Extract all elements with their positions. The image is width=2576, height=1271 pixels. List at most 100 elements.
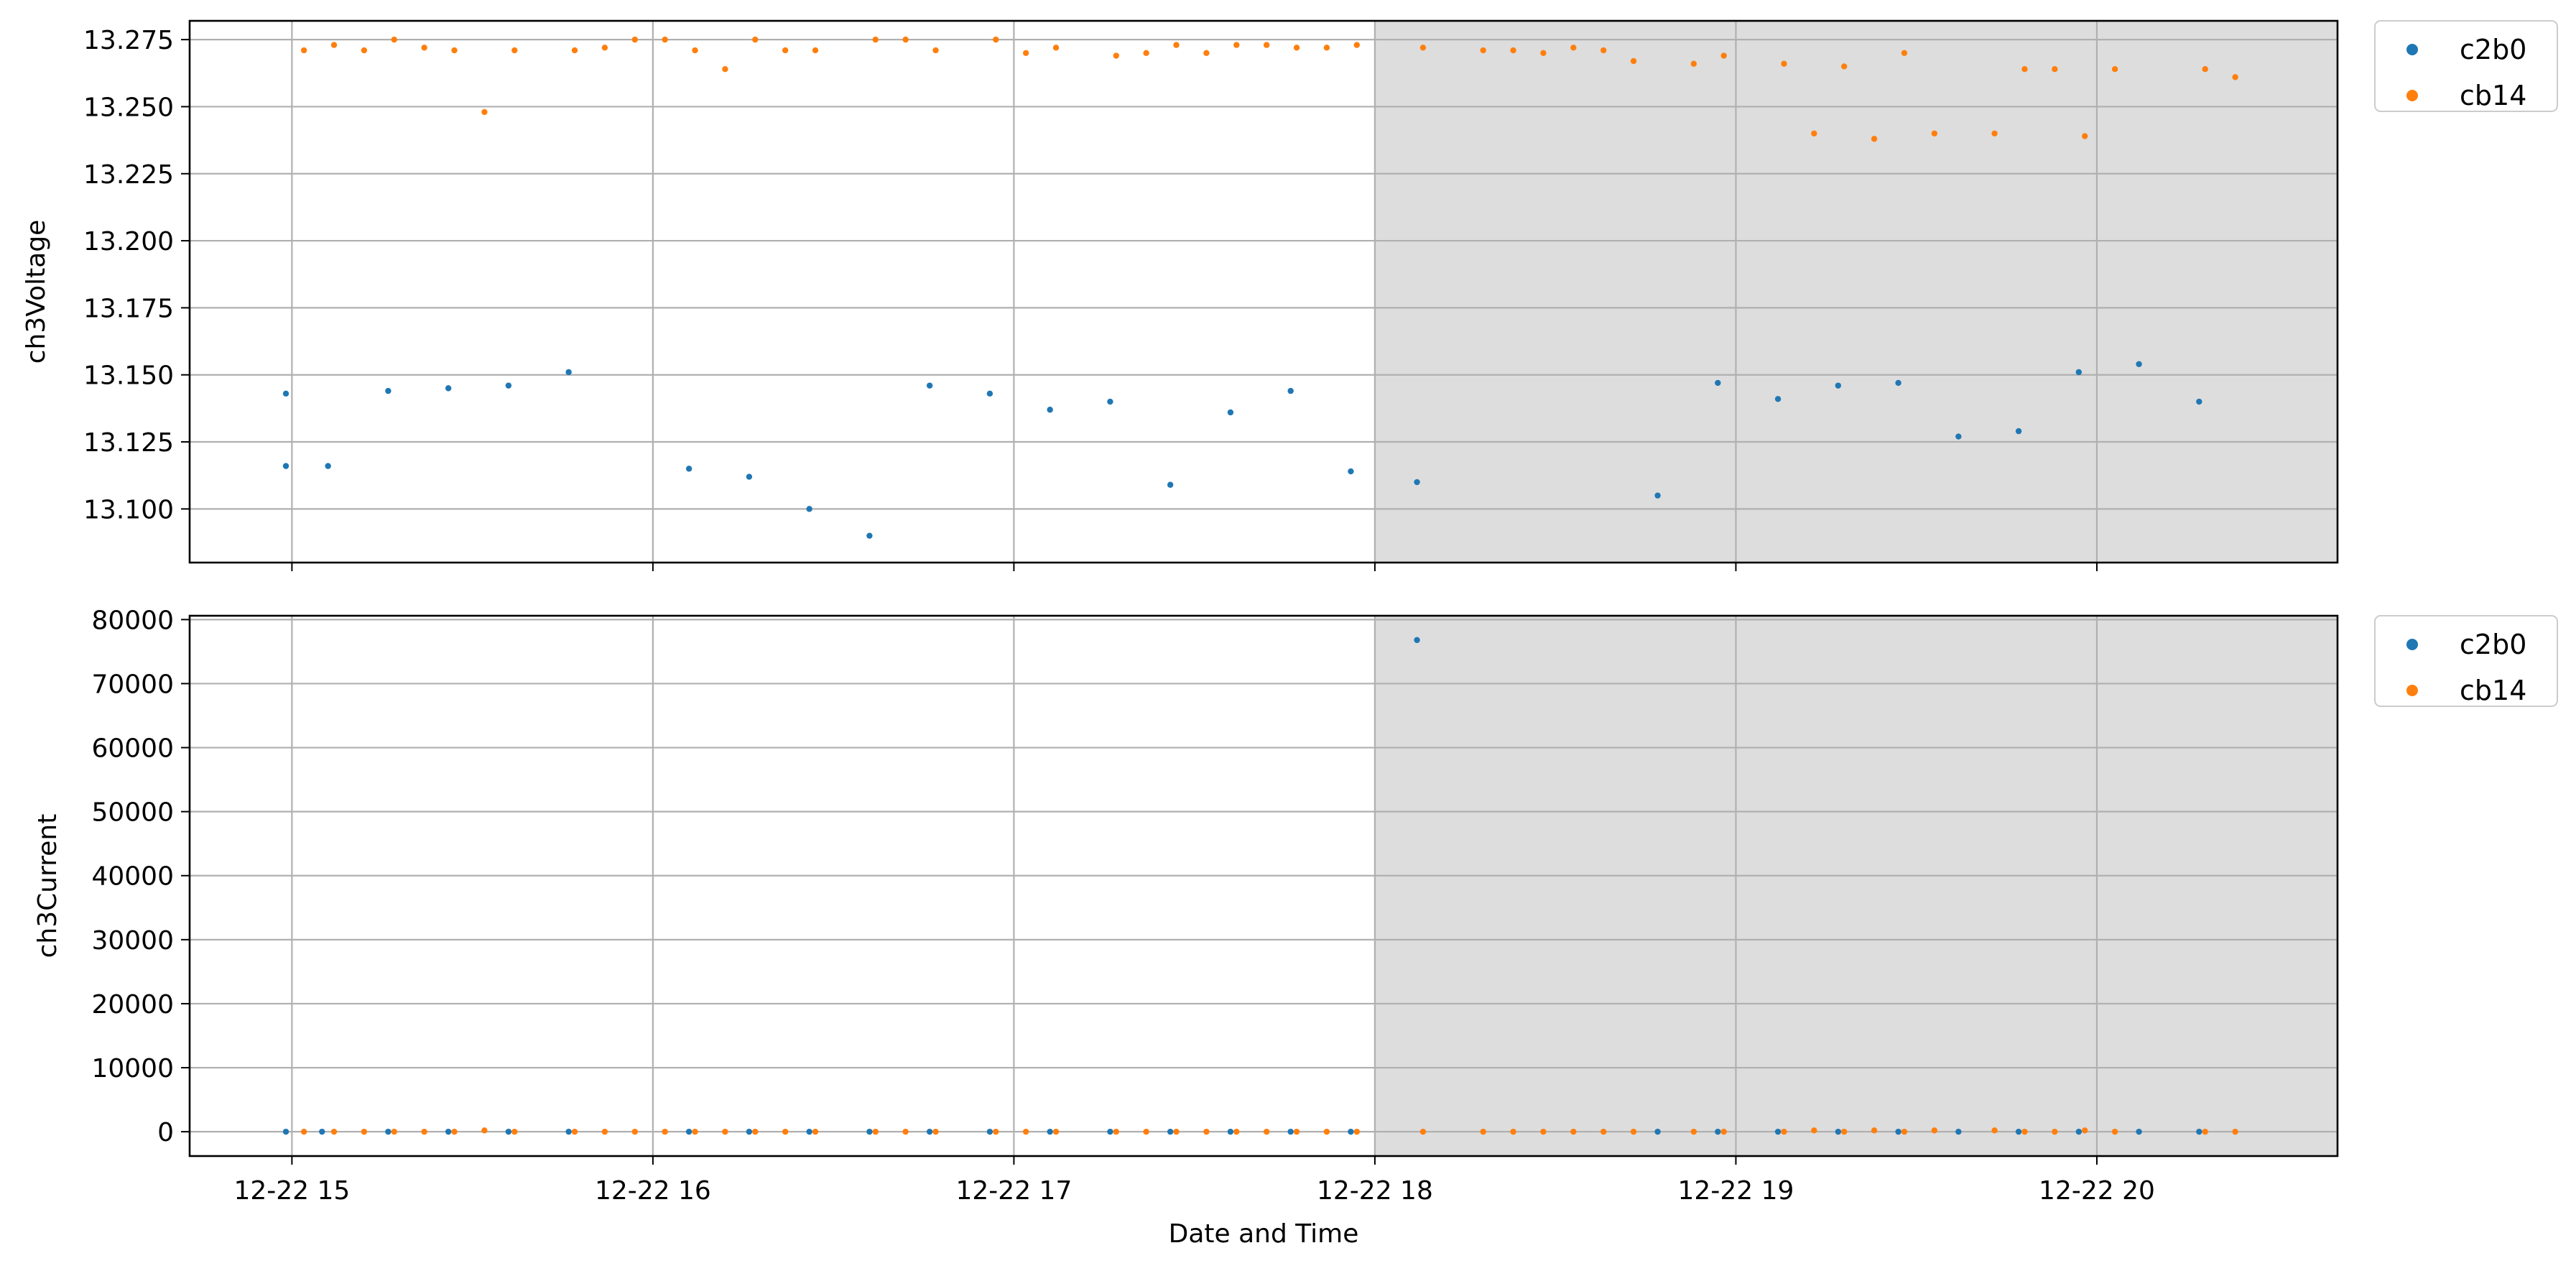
data-point-cb14 (1113, 52, 1120, 59)
data-point-cb14 (1540, 1128, 1547, 1135)
data-point-cb14 (1480, 47, 1486, 54)
data-point-cb14 (1143, 50, 1149, 56)
y-tick-label: 70000 (91, 670, 174, 699)
data-point-cb14 (300, 1128, 307, 1135)
data-point-cb14 (782, 47, 789, 54)
data-point-cb14 (421, 45, 427, 51)
y-axis-label: ch3Voltage (22, 220, 51, 364)
data-point-c2b0 (1227, 1128, 1234, 1135)
data-point-c2b0 (806, 1128, 812, 1135)
data-point-cb14 (1600, 47, 1607, 54)
data-point-cb14 (752, 36, 759, 43)
data-point-cb14 (1143, 1128, 1149, 1135)
data-point-c2b0 (1047, 407, 1053, 413)
data-point-cb14 (692, 47, 698, 54)
data-point-c2b0 (746, 473, 753, 480)
y-tick-label: 30000 (91, 926, 174, 956)
data-point-cb14 (361, 47, 368, 54)
data-point-c2b0 (1287, 387, 1294, 394)
data-point-cb14 (1233, 1128, 1240, 1135)
series-cb14 (300, 1127, 2238, 1135)
data-point-c2b0 (986, 1128, 993, 1135)
data-point-cb14 (782, 1128, 789, 1135)
data-point-cb14 (1480, 1128, 1486, 1135)
data-point-cb14 (1600, 1128, 1607, 1135)
data-point-cb14 (1540, 50, 1547, 56)
data-point-cb14 (1841, 1128, 1848, 1135)
data-point-cb14 (511, 1128, 518, 1135)
data-point-cb14 (1419, 1128, 1427, 1135)
data-point-cb14 (1630, 1128, 1637, 1135)
data-point-c2b0 (685, 466, 692, 472)
data-point-cb14 (1690, 1128, 1697, 1135)
data-point-cb14 (1811, 130, 1817, 137)
y-axis-label: ch3Current (33, 814, 62, 958)
data-point-c2b0 (2196, 398, 2202, 405)
data-point-c2b0 (2075, 369, 2082, 376)
panel-2: 0 10000 20000 30000 40000 50000 60000 70000 8000… (33, 606, 2558, 1249)
data-point-c2b0 (505, 382, 512, 389)
data-point-cb14 (2232, 1128, 2238, 1135)
data-point-cb14 (812, 47, 819, 54)
data-point-cb14 (1630, 57, 1637, 65)
y-tick-label: 40000 (91, 862, 174, 892)
data-point-cb14 (1233, 42, 1240, 48)
data-point-c2b0 (1414, 479, 1420, 486)
legend-label-cb14: cb14 (2460, 80, 2526, 111)
legend-box (2374, 615, 2558, 707)
data-point-cb14 (1871, 1127, 1878, 1134)
data-point-cb14 (481, 108, 488, 116)
data-point-c2b0 (1227, 409, 1234, 416)
data-point-cb14 (1419, 45, 1427, 51)
y-tick-label: 13.175 (83, 294, 174, 323)
data-point-c2b0 (385, 1128, 392, 1135)
data-point-cb14 (1781, 1128, 1787, 1135)
data-point-cb14 (1931, 130, 1938, 137)
data-point-c2b0 (505, 1128, 512, 1135)
data-point-cb14 (1263, 42, 1270, 48)
data-point-c2b0 (2136, 1128, 2142, 1135)
shaded-region (1374, 21, 2338, 563)
data-point-c2b0 (282, 390, 289, 397)
data-point-c2b0 (2015, 1128, 2022, 1135)
data-point-c2b0 (319, 1128, 325, 1135)
data-point-cb14 (601, 1128, 608, 1135)
data-point-c2b0 (1835, 382, 1842, 389)
y-tick-label: 60000 (91, 734, 174, 764)
data-point-cb14 (1991, 1127, 1998, 1134)
x-tick-label: 12-22 19 (1678, 1176, 1794, 1206)
data-point-cb14 (1022, 50, 1029, 56)
data-point-c2b0 (1167, 481, 1174, 488)
data-point-cb14 (300, 47, 307, 54)
data-point-cb14 (1570, 1128, 1577, 1135)
data-point-c2b0 (1107, 398, 1113, 405)
data-point-c2b0 (282, 463, 289, 469)
y-tick-label: 10000 (91, 1054, 174, 1083)
data-point-cb14 (1510, 47, 1516, 54)
x-tick-label: 12-22 16 (595, 1176, 711, 1206)
y-tick-label: 20000 (91, 990, 174, 1020)
legend: c2b0 cb14 (2374, 615, 2558, 707)
plot-frame (188, 19, 2339, 564)
y-tick-label: 50000 (91, 798, 174, 828)
data-point-cb14 (1690, 60, 1697, 67)
data-point-c2b0 (1414, 637, 1420, 644)
data-point-cb14 (2052, 65, 2058, 73)
data-point-cb14 (1781, 60, 1787, 67)
data-point-c2b0 (1348, 468, 1354, 475)
data-point-cb14 (1022, 1128, 1029, 1135)
y-tick-label: 13.125 (83, 428, 174, 458)
data-point-cb14 (421, 1128, 427, 1135)
data-point-c2b0 (986, 390, 993, 397)
y-tick-label: 13.200 (83, 227, 174, 256)
data-point-c2b0 (1107, 1128, 1113, 1135)
data-point-cb14 (511, 47, 518, 54)
y-tick-label: 13.250 (83, 93, 174, 122)
data-point-cb14 (2111, 1128, 2118, 1135)
data-point-cb14 (812, 1128, 819, 1135)
data-point-cb14 (2082, 1127, 2088, 1134)
legend-label-c2b0: c2b0 (2460, 34, 2526, 65)
data-point-cb14 (1203, 50, 1210, 56)
data-point-cb14 (993, 36, 999, 43)
